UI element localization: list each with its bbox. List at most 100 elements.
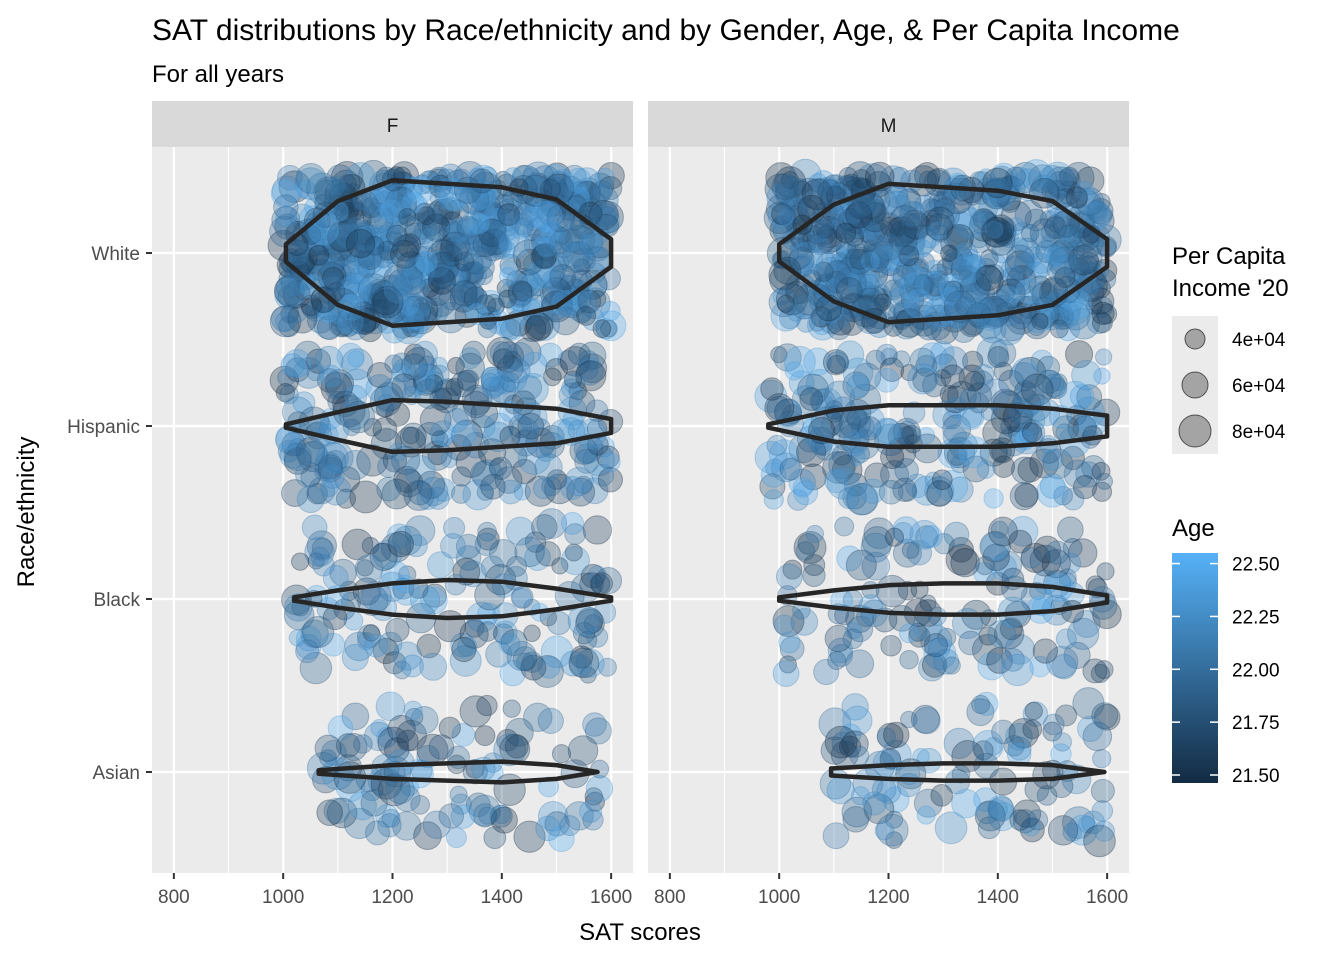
data-point <box>989 437 1016 464</box>
data-point <box>576 305 597 326</box>
data-point <box>372 637 400 665</box>
data-point <box>377 221 406 251</box>
data-point <box>282 349 312 378</box>
data-point <box>315 241 349 275</box>
data-point <box>389 239 419 269</box>
data-point <box>392 313 425 345</box>
data-point <box>387 714 416 744</box>
data-point <box>341 274 360 293</box>
y-tick-label-white: White <box>91 244 140 265</box>
data-point <box>462 431 490 459</box>
data-point <box>450 371 477 398</box>
data-point <box>421 276 445 300</box>
data-point <box>1022 719 1043 740</box>
data-point <box>589 185 619 216</box>
data-point <box>341 702 370 731</box>
data-point <box>427 251 455 280</box>
data-point <box>320 371 353 405</box>
data-point <box>403 363 435 396</box>
data-point <box>379 202 397 220</box>
data-point <box>534 247 557 270</box>
data-point <box>391 352 413 374</box>
data-point <box>884 527 905 547</box>
data-point <box>1026 252 1053 279</box>
data-point <box>1049 247 1078 275</box>
data-point <box>329 558 358 587</box>
data-point <box>465 792 491 818</box>
data-point <box>561 378 582 399</box>
data-point <box>494 466 523 494</box>
data-point <box>815 252 842 279</box>
data-point <box>387 530 415 558</box>
data-point <box>580 234 603 257</box>
data-point <box>377 726 409 759</box>
data-point <box>438 218 460 240</box>
data-point <box>304 536 335 568</box>
data-point <box>334 217 356 239</box>
data-point <box>449 785 468 804</box>
data-point <box>808 173 829 193</box>
data-point <box>305 299 323 318</box>
data-point <box>558 382 584 408</box>
data-point <box>320 260 353 292</box>
data-point <box>310 546 330 566</box>
data-point <box>466 164 500 198</box>
data-point <box>396 265 423 292</box>
data-point <box>523 253 544 275</box>
data-point <box>504 341 535 372</box>
data-point <box>521 651 544 673</box>
data-point <box>295 639 320 664</box>
data-point <box>288 629 306 647</box>
data-point <box>375 185 395 205</box>
data-point <box>524 531 547 553</box>
data-point <box>1088 586 1116 613</box>
data-point <box>427 239 460 272</box>
data-point <box>916 276 936 296</box>
data-point <box>575 177 601 203</box>
data-point <box>588 199 619 231</box>
data-point <box>824 725 858 759</box>
data-point <box>404 515 436 547</box>
data-point <box>506 555 528 577</box>
data-point <box>489 456 513 481</box>
data-point <box>382 651 407 675</box>
data-point <box>469 288 488 306</box>
size-legend-title-line1: Per Capita <box>1172 243 1286 270</box>
data-point <box>396 729 419 752</box>
data-point <box>585 172 615 201</box>
data-point <box>943 521 970 548</box>
data-point <box>455 533 482 559</box>
data-point <box>781 191 802 212</box>
data-point <box>438 283 466 311</box>
data-point <box>362 202 395 234</box>
data-point <box>343 252 376 285</box>
data-point <box>477 218 507 248</box>
data-point <box>324 378 347 400</box>
data-point <box>596 445 620 469</box>
data-point <box>940 226 973 260</box>
data-point <box>347 219 379 251</box>
data-point <box>524 475 556 507</box>
data-point <box>532 256 565 289</box>
data-point <box>326 164 354 192</box>
data-point <box>297 441 329 473</box>
data-point <box>371 190 398 217</box>
data-point <box>564 543 583 562</box>
data-point <box>378 631 403 656</box>
data-point <box>360 197 382 219</box>
data-point <box>455 352 486 383</box>
data-point <box>493 773 526 807</box>
data-point <box>361 536 380 555</box>
data-point <box>420 267 446 293</box>
facet-panels: F 800 1000 1200 1400 1600 White Hispanic Black As… <box>67 101 1129 908</box>
data-point <box>1090 295 1114 319</box>
data-point <box>269 305 302 338</box>
violin-F-white <box>283 178 614 328</box>
data-point <box>381 191 412 222</box>
data-point <box>314 345 344 375</box>
data-point <box>897 188 922 213</box>
data-point <box>1096 562 1115 581</box>
data-point <box>312 553 335 577</box>
data-point <box>532 313 554 335</box>
